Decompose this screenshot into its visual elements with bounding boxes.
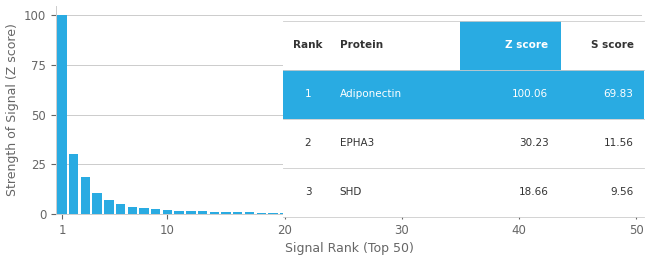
- Bar: [69, 154, 79, 214]
- Text: 11.56: 11.56: [604, 138, 634, 148]
- Bar: [139, 208, 149, 214]
- Text: Adiponectin: Adiponectin: [340, 89, 402, 99]
- Bar: [162, 210, 172, 214]
- Text: 1: 1: [305, 89, 311, 99]
- Bar: [104, 200, 114, 214]
- Bar: [292, 213, 301, 214]
- Text: Rank: Rank: [293, 40, 323, 50]
- Text: 100.06: 100.06: [512, 89, 549, 99]
- X-axis label: Signal Rank (Top 50): Signal Rank (Top 50): [285, 242, 413, 256]
- Text: 18.66: 18.66: [519, 187, 549, 197]
- Y-axis label: Strength of Signal (Z score): Strength of Signal (Z score): [6, 23, 19, 196]
- Bar: [397, 213, 406, 214]
- Bar: [362, 213, 371, 214]
- Bar: [198, 211, 207, 214]
- Bar: [81, 177, 90, 214]
- Bar: [304, 213, 313, 214]
- Bar: [209, 212, 219, 214]
- Text: S score: S score: [591, 40, 634, 50]
- Text: Z score: Z score: [505, 40, 549, 50]
- Text: 3: 3: [305, 187, 311, 197]
- Bar: [350, 213, 359, 214]
- Text: SHD: SHD: [340, 187, 362, 197]
- Bar: [315, 213, 324, 214]
- Bar: [57, 15, 67, 214]
- Bar: [151, 209, 161, 214]
- Bar: [116, 204, 125, 214]
- Bar: [409, 213, 418, 214]
- Text: EPHA3: EPHA3: [340, 138, 374, 148]
- Bar: [327, 213, 336, 214]
- Bar: [385, 213, 395, 214]
- Bar: [374, 213, 383, 214]
- Bar: [186, 211, 196, 214]
- Bar: [233, 212, 242, 214]
- Text: 30.23: 30.23: [519, 138, 549, 148]
- Bar: [174, 211, 184, 214]
- Bar: [92, 193, 102, 214]
- Text: 69.83: 69.83: [604, 89, 634, 99]
- Text: Protein: Protein: [340, 40, 383, 50]
- Bar: [339, 213, 348, 214]
- Bar: [222, 212, 231, 214]
- Bar: [268, 213, 278, 214]
- Text: 9.56: 9.56: [610, 187, 634, 197]
- Text: 2: 2: [305, 138, 311, 148]
- Bar: [257, 212, 266, 214]
- Bar: [245, 212, 254, 214]
- Bar: [127, 207, 137, 214]
- Bar: [280, 213, 289, 214]
